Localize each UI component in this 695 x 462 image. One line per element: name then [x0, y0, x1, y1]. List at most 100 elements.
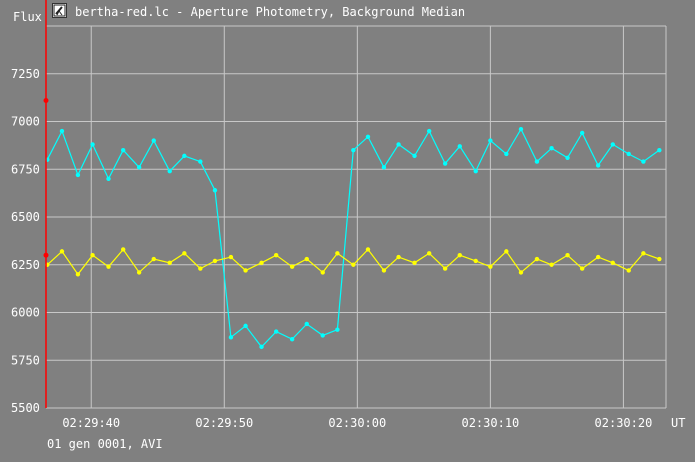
data-point-2	[518, 270, 524, 275]
data-point-2	[579, 266, 585, 271]
data-point-1	[320, 333, 325, 338]
data-point-1	[381, 165, 387, 170]
data-point-2	[320, 270, 325, 275]
data-point-2	[212, 258, 218, 264]
data-point-2	[304, 256, 309, 262]
data-point-1	[351, 147, 356, 153]
data-point-1	[136, 165, 142, 170]
data-point-2	[626, 268, 631, 273]
data-point-2	[534, 256, 540, 262]
x-axis-label: UT	[671, 416, 685, 430]
data-point-1	[565, 155, 570, 160]
data-point-1	[289, 337, 295, 342]
x-tick-label: 02:30:20	[595, 416, 653, 430]
data-point-2	[59, 249, 65, 254]
data-point-1	[641, 159, 646, 164]
x-tick-label: 02:29:40	[62, 416, 120, 430]
x-tick-label: 02:30:00	[328, 416, 386, 430]
data-point-1	[212, 188, 218, 193]
y-tick-label: 6500	[11, 210, 40, 224]
x-tick-label: 02:29:50	[195, 416, 253, 430]
data-point-1	[610, 142, 615, 147]
data-point-2	[167, 260, 172, 266]
data-point-2	[289, 264, 295, 269]
data-point-2	[75, 272, 81, 277]
data-point-1	[106, 176, 111, 181]
data-point-2	[136, 270, 142, 275]
y-tick-label: 7250	[11, 67, 40, 81]
y-tick-label: 6250	[11, 258, 40, 272]
data-point-2	[412, 260, 417, 266]
data-point-2	[595, 254, 601, 260]
cursor-marker-cyan	[43, 97, 49, 103]
x-tick-label: 02:30:10	[461, 416, 519, 430]
data-point-1	[534, 159, 540, 164]
data-point-2	[396, 254, 401, 260]
series-layer	[45, 126, 662, 350]
data-point-2	[151, 256, 156, 262]
data-point-2	[273, 253, 279, 258]
window-title: bertha-red.lc - Aperture Photometry, Bac…	[75, 5, 466, 19]
series-line-1	[46, 127, 660, 348]
data-point-2	[243, 268, 248, 273]
y-tick-label: 5750	[11, 353, 40, 367]
data-point-2	[473, 258, 478, 264]
data-point-2	[426, 251, 432, 256]
data-point-2	[488, 264, 493, 269]
data-point-1	[626, 151, 631, 157]
data-point-1	[228, 335, 234, 340]
data-point-1	[151, 138, 156, 143]
y-tick-label: 7000	[11, 115, 40, 129]
data-point-1	[426, 128, 432, 134]
data-point-1	[457, 144, 462, 149]
y-axis-label: Flux	[13, 10, 42, 24]
data-point-1	[259, 344, 264, 350]
data-point-1	[75, 172, 81, 178]
data-point-1	[335, 327, 340, 332]
y-tick-label: 5500	[11, 401, 40, 415]
data-point-2	[549, 262, 554, 267]
grid	[46, 25, 667, 409]
data-point-2	[457, 253, 462, 258]
axes: 5500 5750 6000 6250 6500 6750 7000 7250 02:29:40…	[11, 0, 685, 430]
data-point-2	[565, 253, 570, 258]
data-point-2	[351, 262, 356, 267]
data-point-1	[90, 142, 95, 147]
data-point-2	[335, 251, 340, 256]
data-point-1	[198, 159, 203, 164]
status-line: 01 gen 0001, AVI	[47, 437, 163, 451]
data-point-1	[579, 130, 585, 136]
data-point-1	[412, 153, 417, 159]
y-tick-label: 6750	[11, 162, 40, 176]
data-point-2	[90, 253, 95, 258]
data-point-2	[198, 266, 203, 271]
data-point-2	[381, 268, 387, 273]
data-point-1	[304, 321, 309, 327]
data-point-2	[641, 251, 646, 256]
y-tick-label: 6000	[11, 306, 40, 320]
data-point-1	[657, 147, 662, 153]
data-point-2	[365, 247, 371, 252]
data-point-2	[259, 260, 264, 266]
data-point-2	[610, 260, 615, 266]
data-point-1	[442, 161, 448, 166]
data-point-2	[120, 247, 126, 252]
data-point-1	[167, 168, 172, 174]
data-point-1	[549, 146, 554, 151]
data-point-1	[504, 151, 509, 157]
data-point-1	[518, 126, 524, 132]
data-point-1	[488, 138, 493, 143]
data-point-1	[182, 153, 187, 159]
data-point-1	[273, 329, 279, 334]
data-point-1	[473, 168, 478, 174]
telescope-app-icon[interactable]	[52, 3, 67, 18]
data-point-1	[59, 128, 65, 134]
data-point-2	[182, 251, 187, 256]
data-point-2	[504, 249, 509, 254]
title-bar: bertha-red.lc - Aperture Photometry, Bac…	[0, 0, 695, 24]
data-point-1	[595, 163, 601, 168]
data-point-1	[243, 323, 248, 329]
data-point-2	[442, 266, 448, 271]
data-point-1	[120, 147, 126, 153]
